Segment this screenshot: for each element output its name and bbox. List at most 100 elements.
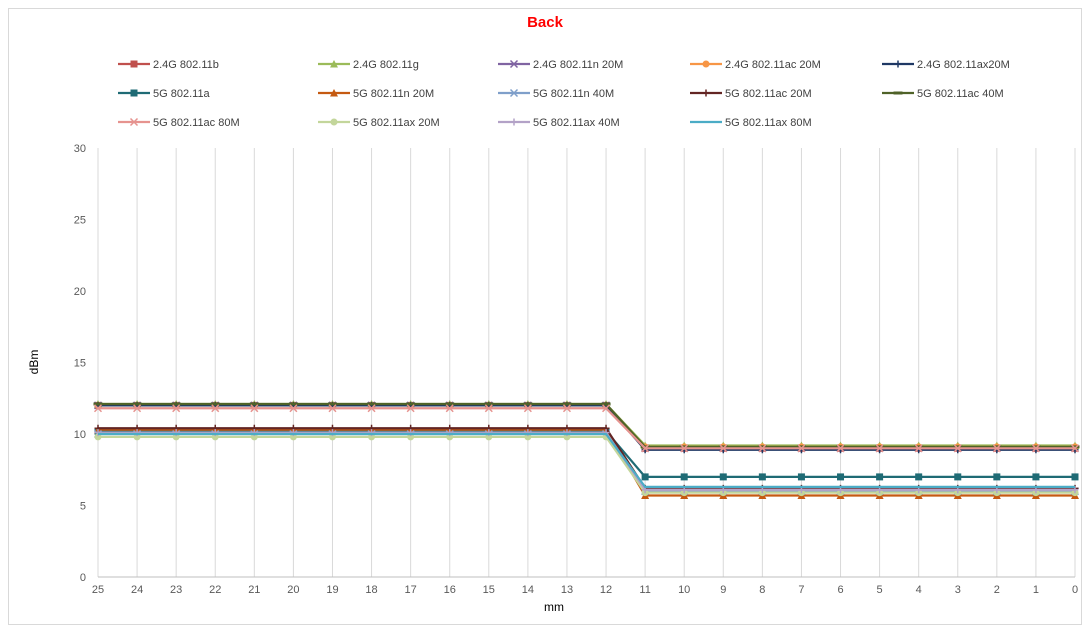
data-point-marker bbox=[171, 402, 181, 406]
data-point-marker bbox=[893, 91, 903, 95]
data-point-marker bbox=[406, 402, 416, 406]
data-point-marker bbox=[133, 404, 142, 413]
y-tick-label: 20 bbox=[74, 286, 86, 298]
data-point-marker bbox=[133, 433, 141, 441]
y-tick-label: 30 bbox=[74, 143, 86, 155]
legend-entry: 2.4G 802.11b bbox=[118, 59, 219, 71]
x-tick-label: 12 bbox=[600, 584, 612, 596]
x-tick-label: 0 bbox=[1072, 584, 1078, 596]
data-point-marker bbox=[330, 60, 338, 68]
series-line bbox=[98, 435, 1075, 494]
chart-title: Back bbox=[527, 14, 563, 31]
legend-label: 5G 802.11ax 40M bbox=[533, 117, 620, 129]
data-point-marker bbox=[523, 402, 533, 406]
data-point-marker bbox=[953, 444, 962, 453]
legend-label: 5G 802.11n 20M bbox=[353, 88, 434, 100]
legend-entry: 2.4G 802.11ax20M bbox=[882, 59, 1010, 71]
data-point-marker bbox=[523, 404, 532, 413]
data-point-marker bbox=[289, 433, 297, 441]
y-tick-label: 10 bbox=[74, 429, 86, 441]
series-group bbox=[93, 429, 1080, 496]
series-group bbox=[93, 401, 1080, 453]
data-point-marker bbox=[758, 444, 767, 453]
legend-label: 2.4G 802.11g bbox=[353, 59, 419, 71]
x-tick-label: 6 bbox=[837, 584, 843, 596]
series-group bbox=[94, 429, 1079, 494]
legend-label: 2.4G 802.11ax20M bbox=[917, 59, 1010, 71]
legend-label: 5G 802.11ax 80M bbox=[725, 117, 812, 129]
data-point-marker bbox=[641, 473, 649, 481]
data-point-marker bbox=[1070, 444, 1080, 453]
data-point-marker bbox=[446, 433, 454, 441]
data-point-marker bbox=[330, 89, 338, 97]
data-point-marker bbox=[953, 445, 963, 449]
x-tick-label: 25 bbox=[92, 584, 104, 596]
data-point-marker bbox=[562, 402, 572, 406]
x-tick-label: 10 bbox=[678, 584, 690, 596]
x-tick-label: 11 bbox=[639, 584, 650, 596]
legend-label: 5G 802.11ax 20M bbox=[353, 117, 440, 129]
x-tick-label: 18 bbox=[365, 584, 377, 596]
data-point-marker bbox=[288, 402, 298, 406]
data-point-marker bbox=[368, 433, 376, 441]
x-tick-label: 4 bbox=[916, 584, 922, 596]
data-point-marker bbox=[210, 402, 220, 406]
axes: 25 24 23 22 21 20 19 18 17 16 15 14 13 12 11 10 9 8 7 6 5 4 3 2… bbox=[74, 143, 1078, 596]
x-tick-label: 20 bbox=[287, 584, 299, 596]
legend-entry: 5G 802.11ax 40M bbox=[498, 117, 620, 129]
legend-entry: 5G 802.11ac 80M bbox=[118, 117, 240, 129]
data-point-marker bbox=[796, 445, 806, 449]
data-point-marker bbox=[797, 444, 806, 453]
series-line bbox=[98, 404, 1075, 451]
data-point-marker bbox=[367, 404, 376, 413]
data-point-marker bbox=[680, 473, 688, 481]
x-tick-label: 14 bbox=[522, 584, 534, 596]
data-point-marker bbox=[992, 445, 1002, 449]
data-point-marker bbox=[328, 433, 336, 441]
data-point-marker bbox=[485, 433, 493, 441]
data-point-marker bbox=[702, 89, 710, 97]
data-point-marker bbox=[328, 404, 337, 413]
data-point-marker bbox=[719, 473, 727, 481]
data-point-marker bbox=[602, 404, 611, 413]
legend-entry: 5G 802.11ax 80M bbox=[690, 117, 812, 129]
data-point-marker bbox=[93, 404, 103, 413]
series-line bbox=[98, 402, 1075, 448]
data-point-marker bbox=[130, 60, 138, 68]
legend-label: 5G 802.11a bbox=[153, 88, 211, 100]
legend-label: 2.4G 802.11n 20M bbox=[533, 59, 623, 71]
series-group bbox=[94, 401, 1079, 452]
legend-label: 5G 802.11ac 80M bbox=[153, 117, 240, 129]
series-line bbox=[98, 404, 1075, 450]
legend-entry: 5G 802.11ax 20M bbox=[318, 117, 440, 129]
data-point-marker bbox=[250, 433, 258, 441]
data-point-marker bbox=[719, 444, 728, 453]
data-point-marker bbox=[836, 445, 846, 449]
data-point-marker bbox=[875, 444, 884, 453]
data-point-marker bbox=[836, 444, 845, 453]
legend-entry: 2.4G 802.11n 20M bbox=[498, 59, 623, 71]
x-tick-label: 15 bbox=[483, 584, 495, 596]
x-tick-label: 5 bbox=[877, 584, 883, 596]
x-tick-label: 3 bbox=[955, 584, 961, 596]
grid-lines bbox=[97, 148, 1076, 577]
legend-entry: 2.4G 802.11ac 20M bbox=[690, 59, 821, 71]
y-tick-label: 0 bbox=[80, 572, 86, 584]
data-point-marker bbox=[992, 444, 1001, 453]
series-line bbox=[98, 404, 1075, 450]
data-point-marker bbox=[876, 473, 884, 481]
data-point-marker bbox=[129, 117, 139, 127]
data-point-marker bbox=[837, 473, 845, 481]
data-point-marker bbox=[562, 404, 571, 413]
data-point-marker bbox=[330, 118, 338, 126]
legend-label: 5G 802.11ac 20M bbox=[725, 88, 812, 100]
series-group bbox=[93, 402, 1080, 449]
data-point-marker bbox=[289, 404, 298, 413]
y-axis-title: dBm bbox=[27, 350, 41, 375]
x-tick-label: 19 bbox=[326, 584, 338, 596]
series-line bbox=[98, 430, 1075, 478]
data-point-marker bbox=[172, 433, 180, 441]
data-point-marker bbox=[524, 433, 532, 441]
series-line bbox=[98, 407, 1075, 450]
